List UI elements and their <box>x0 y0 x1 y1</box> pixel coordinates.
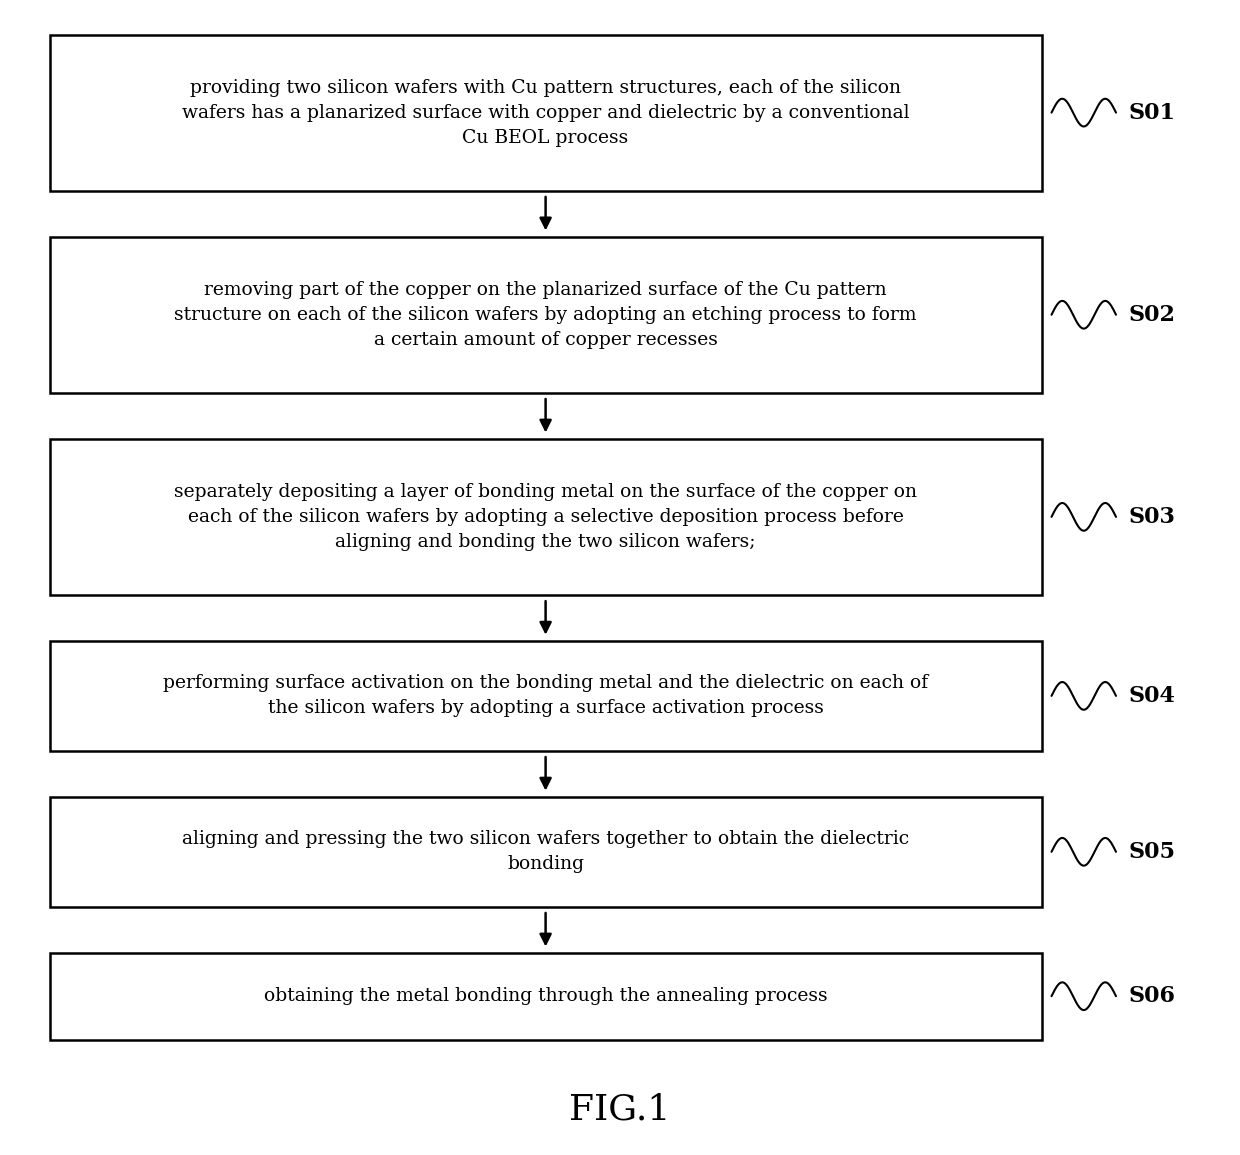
Text: S06: S06 <box>1128 985 1176 1007</box>
Text: separately depositing a layer of bonding metal on the surface of the copper on
e: separately depositing a layer of bonding… <box>174 483 918 551</box>
FancyBboxPatch shape <box>50 439 1042 595</box>
FancyBboxPatch shape <box>50 797 1042 907</box>
Text: removing part of the copper on the planarized surface of the Cu pattern
structur: removing part of the copper on the plana… <box>175 281 916 349</box>
Text: S05: S05 <box>1128 841 1176 863</box>
Text: FIG.1: FIG.1 <box>569 1093 671 1126</box>
Text: S02: S02 <box>1128 304 1176 326</box>
FancyBboxPatch shape <box>50 35 1042 191</box>
FancyBboxPatch shape <box>50 953 1042 1040</box>
Text: aligning and pressing the two silicon wafers together to obtain the dielectric
b: aligning and pressing the two silicon wa… <box>182 830 909 873</box>
Text: obtaining the metal bonding through the annealing process: obtaining the metal bonding through the … <box>264 988 827 1005</box>
Text: S04: S04 <box>1128 685 1176 707</box>
Text: S03: S03 <box>1128 506 1176 528</box>
FancyBboxPatch shape <box>50 641 1042 751</box>
Text: S01: S01 <box>1128 102 1176 124</box>
Text: providing two silicon wafers with Cu pattern structures, each of the silicon
waf: providing two silicon wafers with Cu pat… <box>182 79 909 147</box>
FancyBboxPatch shape <box>50 237 1042 393</box>
Text: performing surface activation on the bonding metal and the dielectric on each of: performing surface activation on the bon… <box>162 675 929 717</box>
